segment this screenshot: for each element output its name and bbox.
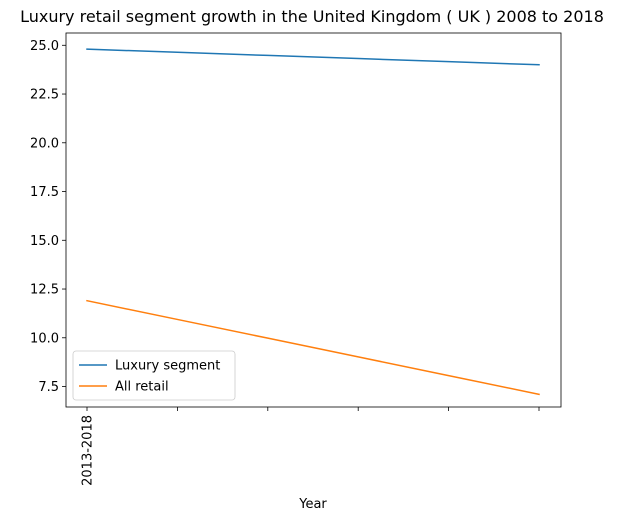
y-tick-label: 25.0: [30, 39, 59, 54]
series-line-0: [86, 48, 540, 66]
legend-label-0: Luxury segment: [115, 359, 220, 374]
series-line-1: [86, 299, 540, 396]
y-tick-label: 15.0: [30, 234, 59, 249]
y-tick-label: 20.0: [30, 136, 59, 151]
plot-area: 7.5 10.0 12.5 15.0 17.5 20.0 22.5 25.0 2013-2018: [30, 32, 562, 486]
y-tick-label: 17.5: [30, 185, 59, 200]
x-tick-label: 2013-2018: [81, 415, 96, 486]
legend-box: [72, 350, 236, 401]
y-tick-label: 22.5: [30, 88, 59, 103]
legend: Luxury segment All retail: [72, 350, 236, 401]
chart-title: Luxury retail segment growth in the Unit…: [20, 7, 604, 26]
x-axis-label: Year: [298, 497, 327, 512]
y-tick-label: 10.0: [30, 331, 59, 346]
y-tick-label: 12.5: [30, 283, 59, 298]
y-tick-label: 7.5: [38, 380, 59, 395]
legend-label-1: All retail: [115, 380, 169, 395]
plot-frame: [65, 32, 562, 408]
